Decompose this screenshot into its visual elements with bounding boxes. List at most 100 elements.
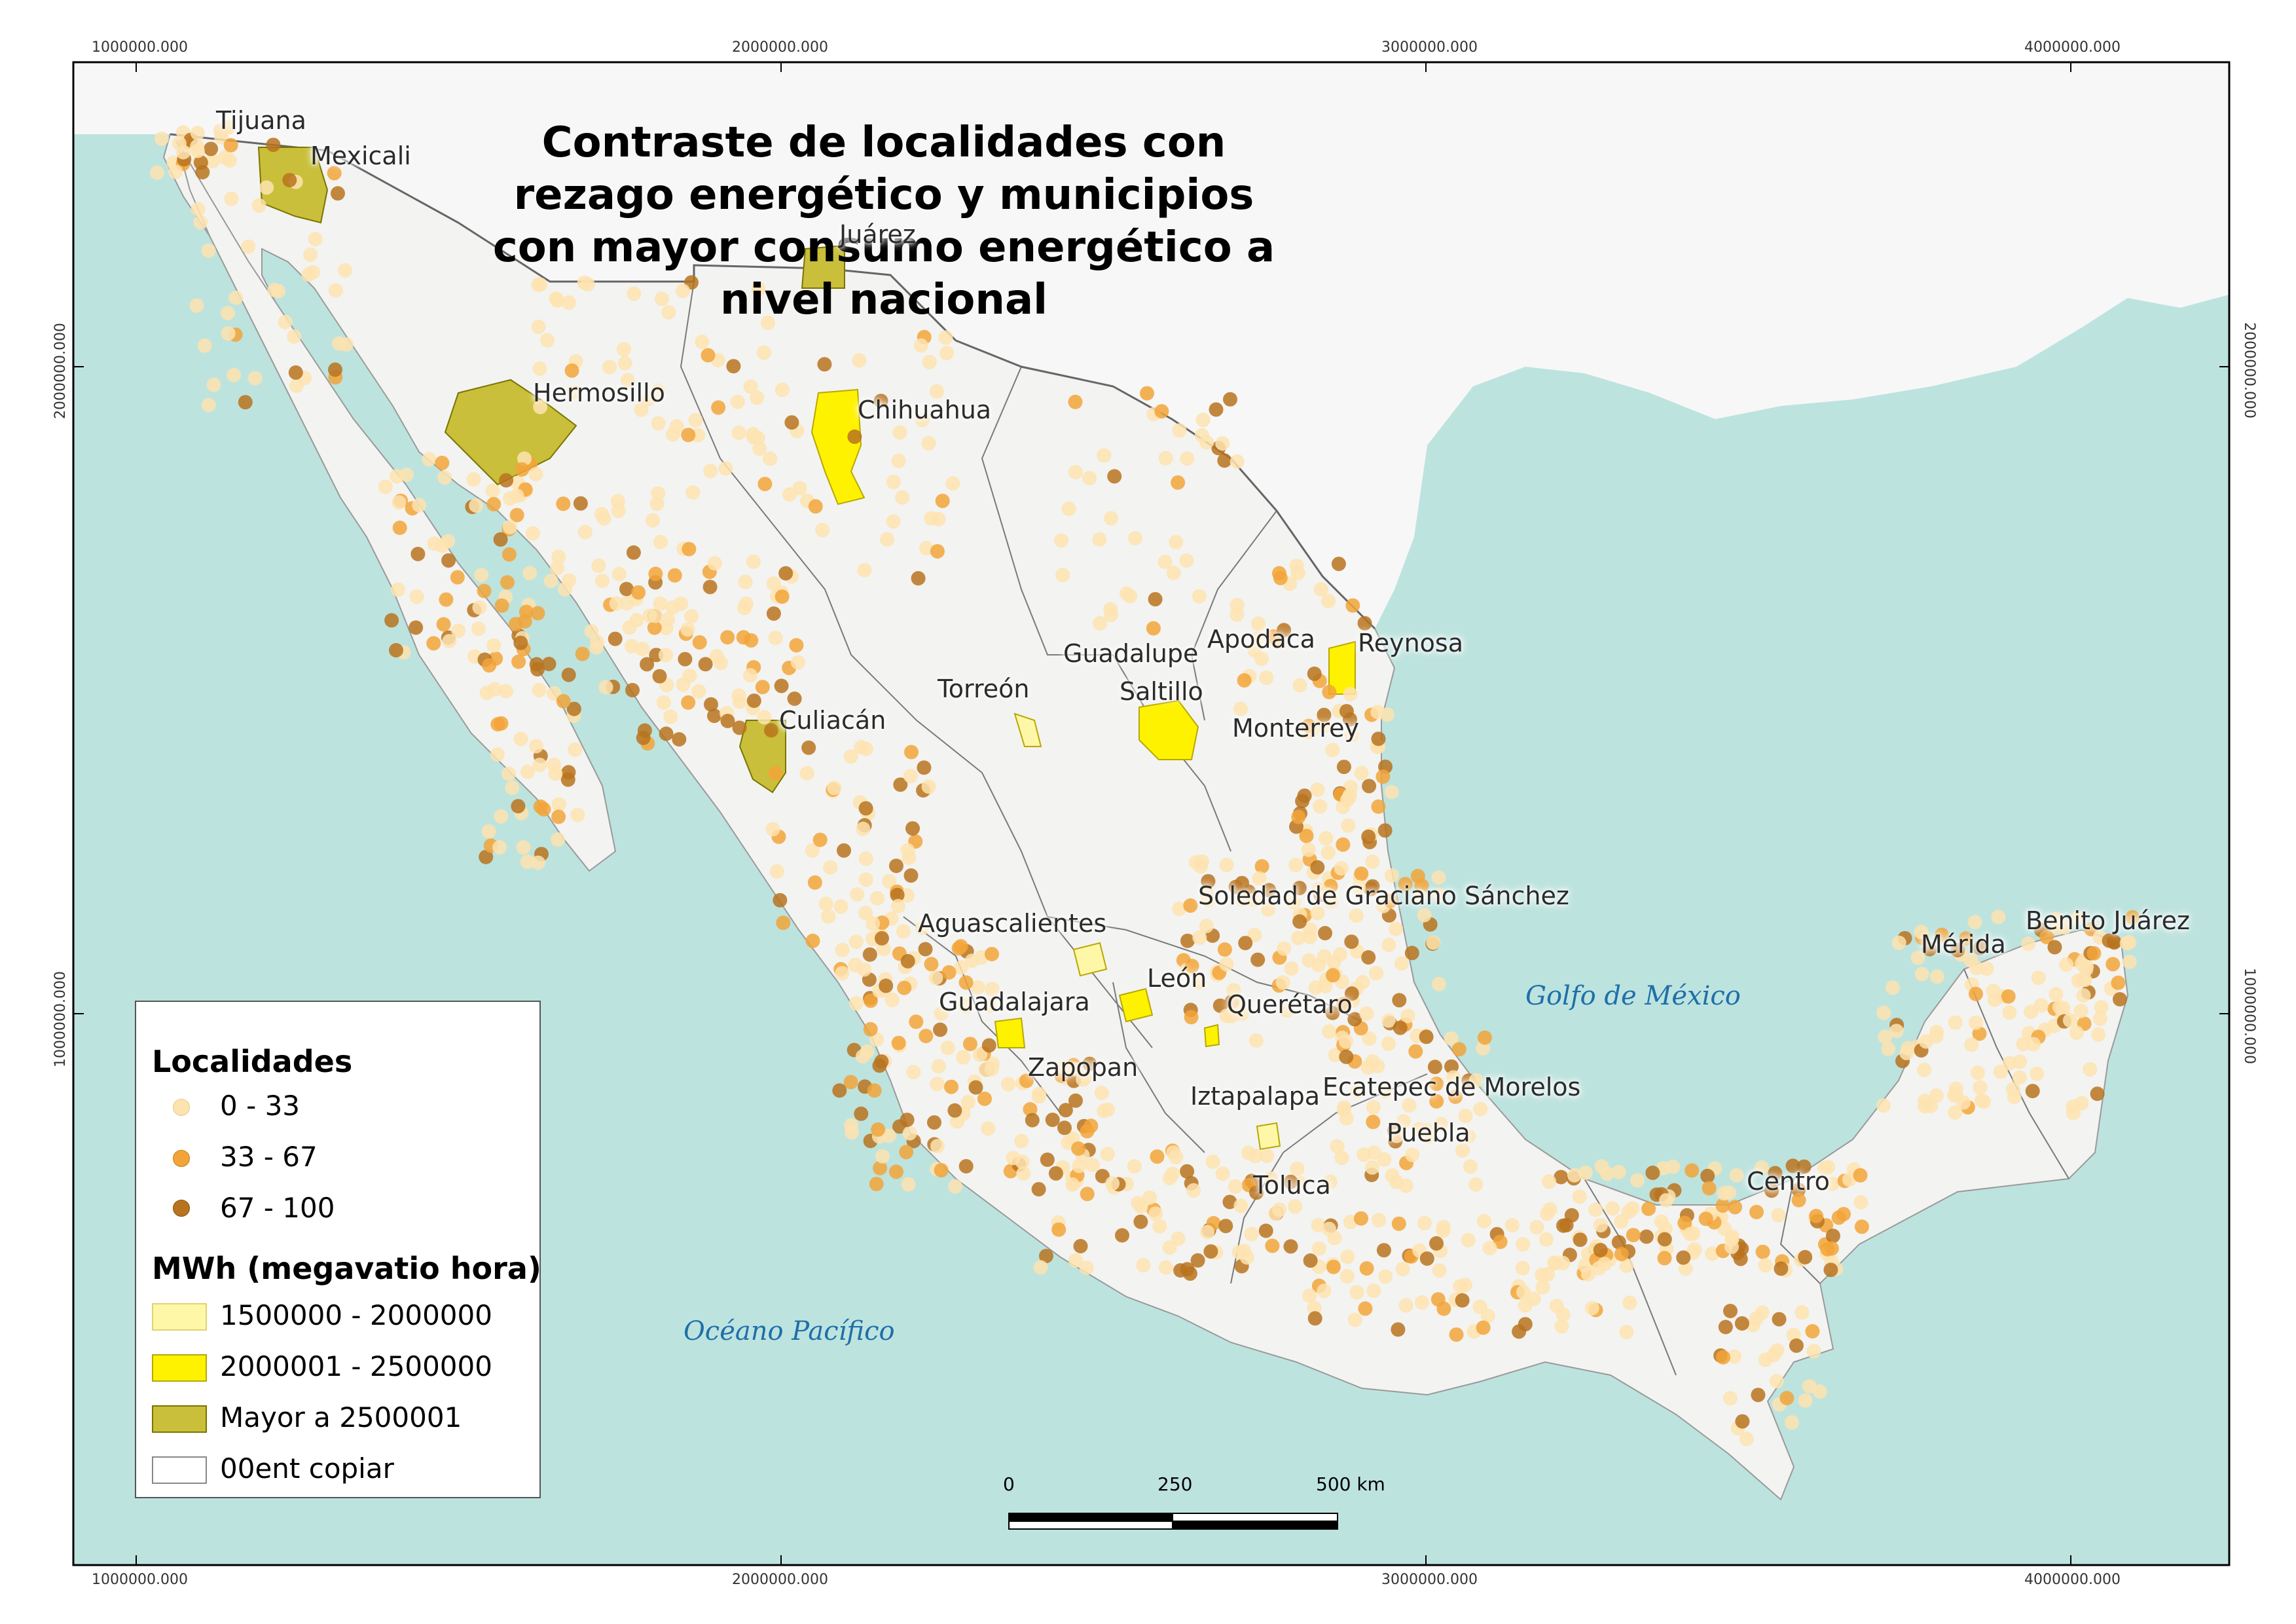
locality-dot (1233, 1198, 1248, 1213)
locality-dot (827, 781, 842, 796)
locality-dot (1718, 1320, 1733, 1335)
locality-dot (799, 766, 814, 781)
locality-dot (900, 953, 915, 969)
locality-dot (479, 849, 494, 864)
locality-dot (392, 521, 407, 535)
locality-dot (1048, 1166, 1063, 1181)
locality-dot (857, 563, 872, 578)
locality-dot (1190, 1253, 1205, 1268)
locality-dot (766, 606, 781, 621)
locality-dot (720, 714, 735, 728)
locality-dot (918, 942, 933, 957)
locality-dot (541, 657, 556, 671)
locality-dot (1265, 1238, 1280, 1253)
locality-dot (1964, 1037, 1979, 1052)
locality-dot (1749, 1204, 1764, 1219)
locality-dot (1458, 1278, 1472, 1293)
locality-dot (938, 330, 953, 345)
locality-dot (1398, 877, 1413, 892)
locality-dot (1825, 1177, 1840, 1191)
locality-dot (1854, 1219, 1869, 1234)
grid-label-right-1: 2000000.000 (2241, 322, 2257, 418)
locality-dot (251, 198, 266, 213)
locality-dot (619, 581, 634, 597)
locality-dot (1381, 938, 1396, 953)
locality-dot (645, 513, 660, 528)
locality-dot (1371, 799, 1386, 814)
locality-dot (1378, 1269, 1393, 1284)
locality-dot (410, 547, 426, 561)
scale-bar (1008, 1513, 1339, 1541)
locality-dot (1436, 1219, 1451, 1234)
locality-dot (1344, 934, 1359, 950)
locality-dot (2094, 1000, 2109, 1015)
locality-dot (469, 498, 484, 513)
locality-dot (1429, 1236, 1444, 1251)
locality-dot (1336, 837, 1351, 852)
locality-dot (1235, 893, 1250, 908)
locality-dot (866, 916, 881, 931)
locality-dot (1968, 1015, 1983, 1030)
locality-dot (1599, 1166, 1614, 1181)
locality-dot (1366, 1115, 1381, 1130)
locality-dot (1381, 1036, 1396, 1051)
locality-dot (1295, 794, 1310, 809)
locality-dot (2012, 1070, 2027, 1085)
locality-dot (1150, 1149, 1165, 1164)
locality-dot (1468, 1073, 1484, 1088)
mun-guadalajara (994, 1017, 1026, 1048)
locality-dot (891, 1035, 906, 1050)
locality-dot (1307, 1301, 1322, 1316)
locality-dot (150, 165, 164, 180)
locality-dot (1458, 1109, 1473, 1124)
locality-dot (1678, 1261, 1693, 1276)
locality-dot (958, 1159, 974, 1173)
locality-dot (499, 473, 514, 488)
locality-dot (1385, 868, 1399, 883)
locality-dot (1991, 910, 2006, 925)
city-label-aguascalientes: Aguascalientes (918, 909, 1107, 938)
locality-dot (1061, 502, 1076, 516)
locality-dot (1291, 809, 1306, 824)
locality-dot (915, 413, 930, 428)
locality-dot (1192, 589, 1207, 604)
locality-dot (287, 329, 302, 344)
locality-dot (1842, 1172, 1857, 1187)
locality-dot (505, 781, 520, 796)
locality-dot (901, 1177, 916, 1192)
locality-dot (498, 684, 513, 699)
locality-dot (1148, 592, 1163, 607)
city-label-torreon: Torreón (938, 674, 1030, 703)
locality-dot (1391, 1216, 1406, 1231)
locality-dot (520, 854, 535, 869)
locality-dot (492, 840, 507, 855)
locality-dot (271, 284, 286, 299)
locality-dot (1766, 1348, 1781, 1363)
locality-dot (911, 571, 926, 586)
locality-dot (718, 461, 733, 476)
locality-dot (651, 416, 666, 431)
city-label-reynosa: Reynosa (1358, 629, 1463, 657)
locality-dot (1831, 1210, 1846, 1225)
locality-dot (805, 843, 820, 858)
city-label-puebla: Puebla (1387, 1118, 1470, 1147)
locality-dot (2105, 957, 2121, 972)
locality-dot (835, 942, 850, 957)
locality-dot (856, 821, 871, 836)
locality-dot (451, 623, 466, 638)
locality-dot (743, 668, 758, 683)
locality-dot (1625, 1201, 1640, 1216)
locality-dot (876, 942, 891, 957)
locality-dot (1735, 1414, 1750, 1429)
locality-dot (919, 541, 934, 556)
locality-dot (869, 1177, 884, 1192)
locality-dot (619, 596, 634, 611)
locality-dot (206, 377, 221, 392)
city-label-leon: León (1147, 964, 1207, 993)
locality-dot (1518, 1317, 1533, 1332)
locality-dot (1230, 454, 1245, 469)
locality-dot (1359, 1261, 1374, 1276)
locality-dot (2125, 910, 2140, 925)
locality-dot (1039, 1249, 1053, 1263)
locality-dot (1685, 1163, 1700, 1178)
